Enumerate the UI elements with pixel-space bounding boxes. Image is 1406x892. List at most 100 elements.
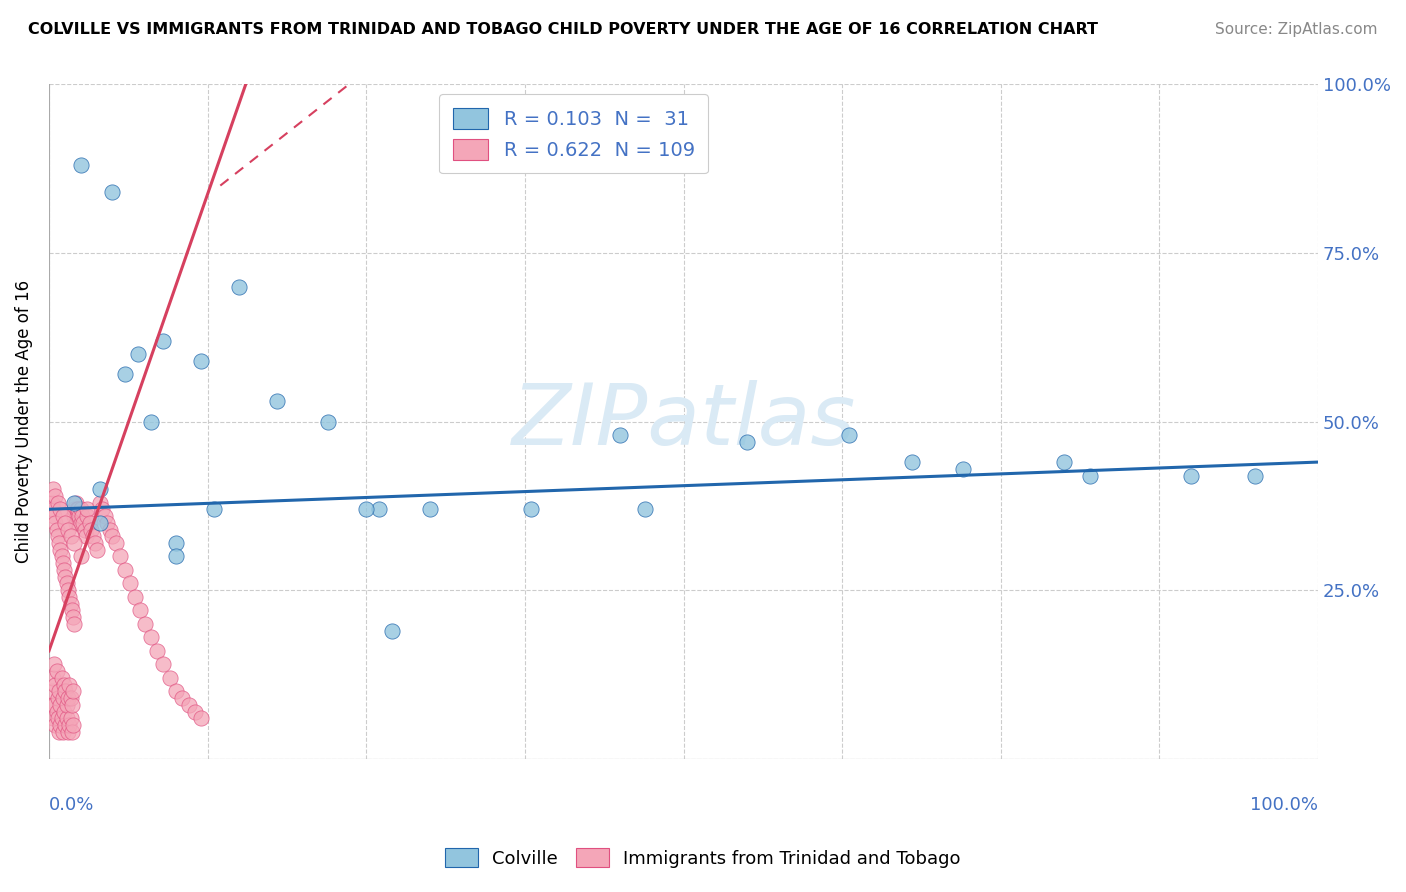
Point — [91, 502, 114, 516]
Point — [159, 671, 181, 685]
Point — [62, 718, 84, 732]
Point — [1243, 468, 1265, 483]
Point — [42, 502, 65, 516]
Point — [49, 698, 72, 712]
Point — [55, 684, 77, 698]
Point — [82, 529, 104, 543]
Point — [49, 542, 72, 557]
Point — [42, 657, 65, 672]
Point — [101, 529, 124, 543]
Point — [94, 508, 117, 523]
Point — [165, 684, 187, 698]
Point — [62, 684, 84, 698]
Point — [72, 516, 94, 530]
Point — [42, 671, 65, 685]
Point — [56, 691, 79, 706]
Point — [381, 57, 404, 71]
Point — [67, 508, 90, 523]
Point — [63, 508, 86, 523]
Point — [60, 724, 83, 739]
Point — [59, 597, 82, 611]
Point — [65, 516, 87, 530]
Point — [1078, 468, 1101, 483]
Legend: Colville, Immigrants from Trinidad and Tobago: Colville, Immigrants from Trinidad and T… — [434, 837, 972, 879]
Point — [63, 536, 86, 550]
Point — [53, 705, 76, 719]
Point — [66, 502, 89, 516]
Point — [55, 576, 77, 591]
Point — [46, 529, 69, 543]
Point — [44, 718, 66, 732]
Point — [39, 698, 62, 712]
Point — [69, 549, 91, 564]
Point — [89, 482, 111, 496]
Text: COLVILLE VS IMMIGRANTS FROM TRINIDAD AND TOBAGO CHILD POVERTY UNDER THE AGE OF 1: COLVILLE VS IMMIGRANTS FROM TRINIDAD AND… — [28, 22, 1098, 37]
Point — [356, 502, 378, 516]
Point — [49, 718, 72, 732]
Point — [368, 502, 391, 516]
Point — [59, 529, 82, 543]
Point — [114, 563, 136, 577]
Point — [172, 691, 194, 706]
Point — [69, 502, 91, 516]
Point — [58, 590, 80, 604]
Point — [65, 495, 87, 509]
Point — [56, 724, 79, 739]
Point — [67, 516, 90, 530]
Point — [53, 563, 76, 577]
Point — [120, 576, 142, 591]
Point — [952, 462, 974, 476]
Point — [42, 508, 65, 523]
Point — [139, 631, 162, 645]
Point — [76, 502, 98, 516]
Point — [66, 508, 89, 523]
Point — [60, 698, 83, 712]
Point — [165, 549, 187, 564]
Point — [129, 603, 152, 617]
Point — [80, 523, 103, 537]
Point — [177, 698, 200, 712]
Point — [609, 428, 631, 442]
Point — [75, 529, 97, 543]
Text: 0.0%: 0.0% — [49, 796, 94, 814]
Point — [44, 516, 66, 530]
Point — [96, 516, 118, 530]
Point — [634, 502, 657, 516]
Point — [190, 354, 212, 368]
Point — [114, 368, 136, 382]
Point — [108, 549, 131, 564]
Point — [48, 684, 70, 698]
Point — [46, 711, 69, 725]
Point — [58, 718, 80, 732]
Point — [83, 536, 105, 550]
Point — [42, 482, 65, 496]
Point — [228, 279, 250, 293]
Point — [98, 523, 121, 537]
Point — [55, 516, 77, 530]
Point — [51, 711, 73, 725]
Point — [79, 516, 101, 530]
Point — [266, 394, 288, 409]
Point — [45, 664, 67, 678]
Point — [105, 536, 128, 550]
Point — [56, 523, 79, 537]
Point — [52, 724, 75, 739]
Point — [60, 603, 83, 617]
Text: Source: ZipAtlas.com: Source: ZipAtlas.com — [1215, 22, 1378, 37]
Point — [53, 677, 76, 691]
Point — [41, 684, 63, 698]
Point — [139, 415, 162, 429]
Point — [52, 691, 75, 706]
Point — [55, 570, 77, 584]
Point — [44, 677, 66, 691]
Point — [69, 158, 91, 172]
Point — [89, 516, 111, 530]
Point — [46, 495, 69, 509]
Legend: R = 0.103  N =  31, R = 0.622  N = 109: R = 0.103 N = 31, R = 0.622 N = 109 — [440, 95, 709, 174]
Point — [89, 495, 111, 509]
Point — [55, 698, 77, 712]
Point — [41, 495, 63, 509]
Point — [42, 711, 65, 725]
Point — [45, 523, 67, 537]
Point — [59, 691, 82, 706]
